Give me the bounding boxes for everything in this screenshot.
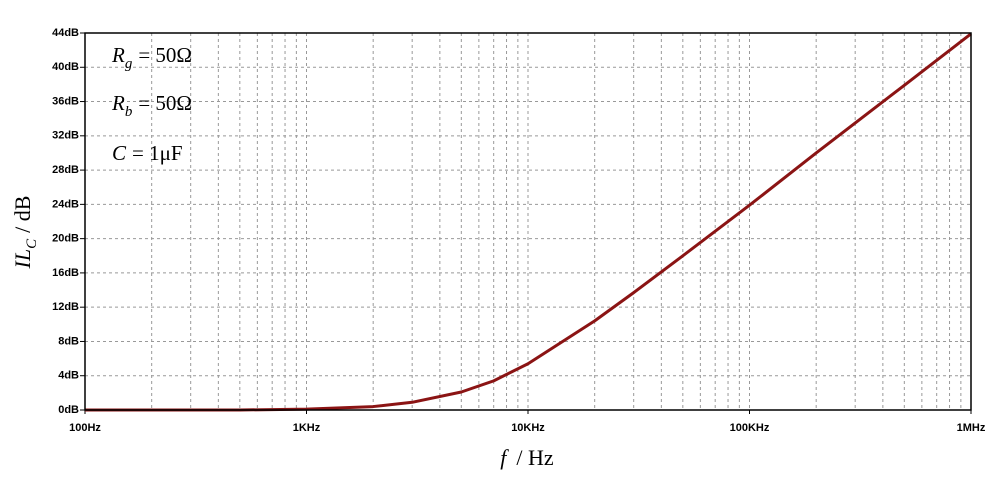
annotation: Rb = 50Ω	[111, 91, 192, 120]
y-tick-label: 12dB	[52, 301, 79, 313]
annotation-symbol: R	[111, 91, 125, 115]
y-tick-label: 24dB	[52, 198, 79, 210]
x-label-symbol: f	[500, 445, 509, 470]
x-tick-label: 10KHz	[511, 422, 545, 434]
x-tick-label: 100KHz	[730, 422, 770, 434]
x-label-unit: / Hz	[516, 445, 554, 470]
annotation: Rg = 50Ω	[111, 43, 192, 72]
annotation-symbol: C	[112, 141, 127, 165]
y-tick-label: 4dB	[58, 370, 79, 382]
annotation-subscript: g	[125, 56, 133, 72]
annotation-text: = 50Ω	[138, 91, 192, 115]
y-tick-label: 0dB	[58, 404, 79, 416]
y-tick-label: 36dB	[52, 95, 79, 107]
y-axis-label: ILC / dB	[10, 196, 40, 270]
y-tick-label: 28dB	[52, 164, 79, 176]
x-tick-label: 1MHz	[957, 422, 986, 434]
y-tick-label: 20dB	[52, 233, 79, 245]
y-label-unit: / dB	[10, 196, 35, 233]
y-tick-label: 44dB	[52, 27, 79, 39]
annotation-symbol: R	[111, 43, 125, 67]
annotation-text: = 1μF	[132, 141, 183, 165]
x-axis-label: f / Hz	[500, 445, 554, 470]
annotation-text: = 50Ω	[138, 43, 192, 67]
y-tick-label: 16dB	[52, 267, 79, 279]
y-tick-label: 8dB	[58, 335, 79, 347]
x-tick-label: 100Hz	[69, 422, 101, 434]
y-label-symbol: IL	[10, 249, 35, 270]
plot-frame	[84, 32, 972, 411]
annotation-subscript: b	[125, 104, 133, 120]
y-tick-label: 40dB	[52, 61, 79, 73]
y-tick-label: 32dB	[52, 130, 79, 142]
annotation: C = 1μF	[112, 141, 183, 165]
x-tick-label: 1KHz	[293, 422, 321, 434]
y-label-subscript: C	[24, 238, 40, 249]
